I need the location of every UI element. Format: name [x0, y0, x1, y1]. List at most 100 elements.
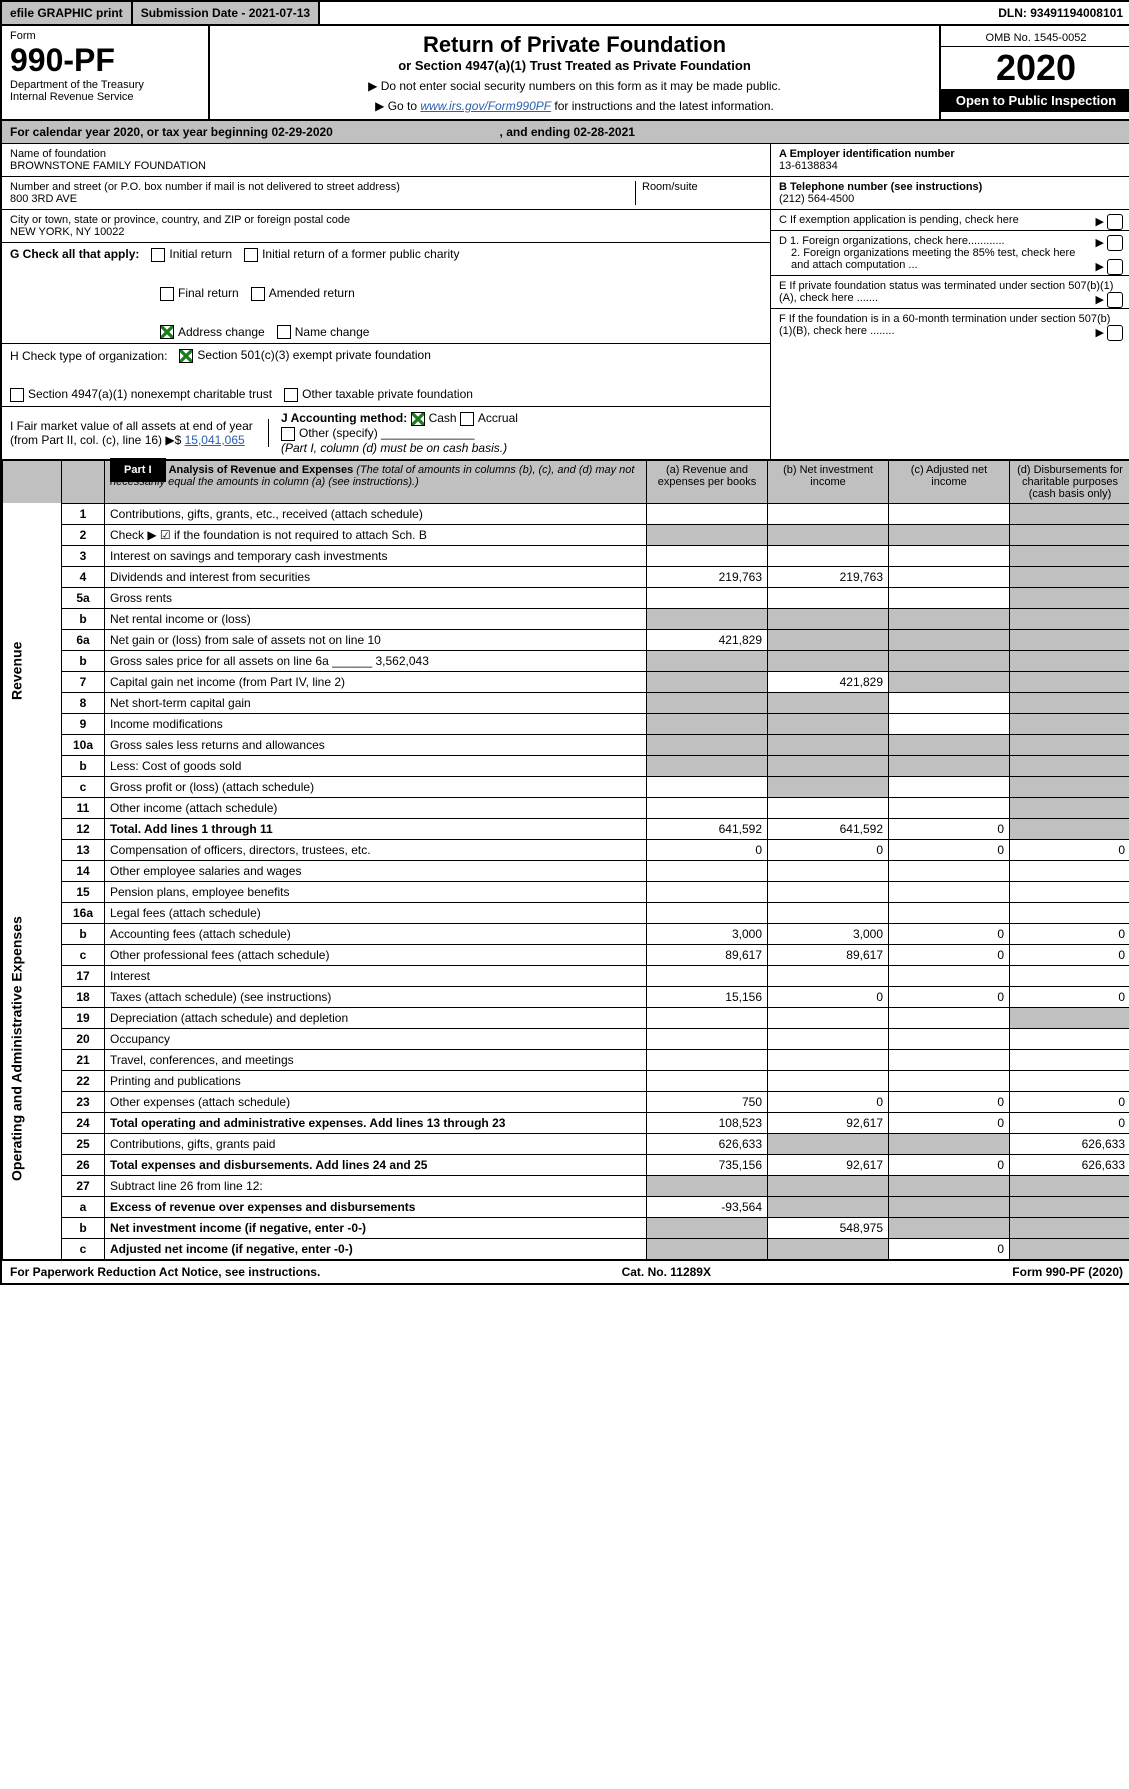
row-number: 5a — [62, 587, 105, 608]
phone-label: B Telephone number (see instructions) — [779, 181, 982, 193]
row-label: Other professional fees (attach schedule… — [105, 944, 647, 965]
cell-d — [1010, 503, 1129, 524]
form-subtitle: or Section 4947(a)(1) Trust Treated as P… — [218, 58, 931, 73]
csz: NEW YORK, NY 10022 — [10, 226, 762, 238]
row-number: 22 — [62, 1070, 105, 1091]
col-c: (c) Adjusted net income — [889, 460, 1010, 503]
irs-label: Internal Revenue Service — [10, 91, 200, 103]
cell-a — [647, 1028, 768, 1049]
foundation-name: BROWNSTONE FAMILY FOUNDATION — [10, 160, 762, 172]
check-initial-former[interactable] — [244, 248, 258, 262]
check-address-change[interactable] — [160, 325, 174, 339]
addr: 800 3RD AVE — [10, 193, 635, 205]
dln: DLN: 93491194008101 — [990, 2, 1129, 24]
cell-b: 89,617 — [768, 944, 889, 965]
efile-print[interactable]: efile GRAPHIC print — [2, 2, 133, 24]
table-row: 14Other employee salaries and wages — [3, 860, 1129, 881]
c-checkbox[interactable] — [1107, 214, 1123, 230]
opt-initial-former: Initial return of a former public charit… — [262, 247, 459, 261]
cell-a: 89,617 — [647, 944, 768, 965]
check-final[interactable] — [160, 287, 174, 301]
cell-b — [768, 713, 889, 734]
cell-a — [647, 776, 768, 797]
cell-b: 641,592 — [768, 818, 889, 839]
check-4947[interactable] — [10, 388, 24, 402]
cell-d — [1010, 608, 1129, 629]
row-number: b — [62, 755, 105, 776]
row-label: Legal fees (attach schedule) — [105, 902, 647, 923]
f-label: F If the foundation is in a 60-month ter… — [779, 313, 1110, 337]
row-label: Total operating and administrative expen… — [105, 1112, 647, 1133]
check-name-change[interactable] — [277, 325, 291, 339]
check-cash[interactable] — [411, 412, 425, 426]
cell-d: 626,633 — [1010, 1154, 1129, 1175]
table-row: 7Capital gain net income (from Part IV, … — [3, 671, 1129, 692]
check-other[interactable] — [281, 427, 295, 441]
i-value[interactable]: 15,041,065 — [185, 433, 245, 447]
row-label: Printing and publications — [105, 1070, 647, 1091]
row-number: 23 — [62, 1091, 105, 1112]
row-number: 15 — [62, 881, 105, 902]
check-initial[interactable] — [151, 248, 165, 262]
cell-b: 92,617 — [768, 1154, 889, 1175]
cell-b — [768, 860, 889, 881]
row-number: c — [62, 776, 105, 797]
check-501c3[interactable] — [179, 349, 193, 363]
cell-d — [1010, 566, 1129, 587]
d2-checkbox[interactable] — [1107, 259, 1123, 275]
check-accrual[interactable] — [460, 412, 474, 426]
f-checkbox[interactable] — [1107, 325, 1123, 341]
row-number: 19 — [62, 1007, 105, 1028]
e-cell: E If private foundation status was termi… — [771, 276, 1129, 309]
h-label: H Check type of organization: — [10, 349, 167, 363]
table-row: 19Depreciation (attach schedule) and dep… — [3, 1007, 1129, 1028]
e-checkbox[interactable] — [1107, 292, 1123, 308]
cell-c: 0 — [889, 986, 1010, 1007]
row-label: Taxes (attach schedule) (see instruction… — [105, 986, 647, 1007]
cell-a — [647, 1007, 768, 1028]
row-label: Pension plans, employee benefits — [105, 881, 647, 902]
cell-a: 108,523 — [647, 1112, 768, 1133]
title-box: Return of Private Foundation or Section … — [210, 26, 939, 119]
table-row: bGross sales price for all assets on lin… — [3, 650, 1129, 671]
d1-checkbox[interactable] — [1107, 235, 1123, 251]
cell-b — [768, 902, 889, 923]
ein-cell: A Employer identification number 13-6138… — [771, 144, 1129, 177]
cell-b: 0 — [768, 839, 889, 860]
opt-other: Other (specify) — [299, 426, 378, 440]
g-label: G Check all that apply: — [10, 247, 139, 261]
table-row: aExcess of revenue over expenses and dis… — [3, 1196, 1129, 1217]
check-other-taxable[interactable] — [284, 388, 298, 402]
cell-c — [889, 776, 1010, 797]
cell-a: 735,156 — [647, 1154, 768, 1175]
table-row: 15Pension plans, employee benefits — [3, 881, 1129, 902]
cell-b — [768, 1028, 889, 1049]
cell-d — [1010, 524, 1129, 545]
row-label: Check ▶ ☑ if the foundation is not requi… — [105, 524, 647, 545]
cell-b — [768, 692, 889, 713]
cell-d — [1010, 545, 1129, 566]
cell-c: 0 — [889, 839, 1010, 860]
row-number: 16a — [62, 902, 105, 923]
table-row: 3Interest on savings and temporary cash … — [3, 545, 1129, 566]
footer-mid: Cat. No. 11289X — [622, 1265, 711, 1279]
cell-b — [768, 1049, 889, 1070]
row-label: Accounting fees (attach schedule) — [105, 923, 647, 944]
cell-a — [647, 965, 768, 986]
col-d: (d) Disbursements for charitable purpose… — [1010, 460, 1129, 503]
cell-d — [1010, 1028, 1129, 1049]
cell-a: 641,592 — [647, 818, 768, 839]
cell-c — [889, 1049, 1010, 1070]
table-row: Operating and Administrative Expenses13C… — [3, 839, 1129, 860]
tax-year: 2020 — [941, 47, 1129, 89]
table-row: cAdjusted net income (if negative, enter… — [3, 1238, 1129, 1259]
cell-d — [1010, 881, 1129, 902]
form-link[interactable]: www.irs.gov/Form990PF — [420, 99, 551, 113]
cal-begin: 02-29-2020 — [271, 125, 332, 139]
check-amended[interactable] — [251, 287, 265, 301]
name-label: Name of foundation — [10, 148, 762, 160]
cell-b — [768, 776, 889, 797]
submission-date: Submission Date - 2021-07-13 — [133, 2, 320, 24]
row-number: 21 — [62, 1049, 105, 1070]
cal-text-a: For calendar year 2020, or tax year begi… — [10, 125, 271, 139]
